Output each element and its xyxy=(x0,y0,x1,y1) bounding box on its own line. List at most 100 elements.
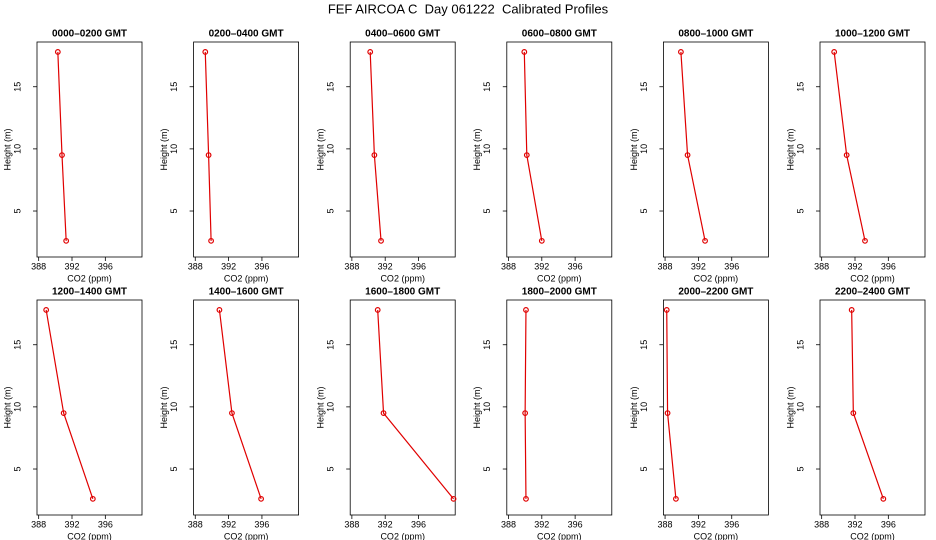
y-tick-label: 15 xyxy=(795,340,805,350)
x-tick-label: 396 xyxy=(881,261,896,271)
profile-point xyxy=(258,495,265,502)
profile-point xyxy=(831,49,838,55)
profile-point xyxy=(59,152,65,158)
x-tick-label: 396 xyxy=(254,261,269,271)
x-tick-label: 392 xyxy=(847,519,862,529)
profile-point xyxy=(850,410,857,416)
x-tick-label: 388 xyxy=(658,519,673,529)
panel-title: 1000–1200 GMT xyxy=(835,29,910,40)
y-tick-label: 5 xyxy=(326,209,336,214)
x-tick-label: 392 xyxy=(534,519,549,529)
y-tick-label: 10 xyxy=(639,144,649,154)
profile-line xyxy=(524,309,527,499)
x-tick-label: 396 xyxy=(724,519,739,529)
y-axis-label: Height (m) xyxy=(2,386,12,428)
profile-point xyxy=(54,49,61,55)
profile-line xyxy=(666,309,677,499)
panel-title: 2000–2200 GMT xyxy=(678,287,753,298)
x-tick-label: 392 xyxy=(64,519,79,529)
panel-title: 0600–0800 GMT xyxy=(522,29,597,40)
profile-point xyxy=(371,152,378,158)
x-tick-label: 392 xyxy=(221,519,236,529)
panel-title: 0800–1000 GMT xyxy=(678,29,753,40)
profile-point xyxy=(664,410,671,416)
panel-title: 0000–0200 GMT xyxy=(52,29,127,40)
y-tick-label: 5 xyxy=(795,467,805,472)
profile-point xyxy=(848,307,855,313)
y-tick-label: 5 xyxy=(169,467,179,472)
panel-title: 0200–0400 GMT xyxy=(209,29,284,40)
y-tick-label: 15 xyxy=(639,340,649,350)
profile-point xyxy=(663,307,670,313)
profile-point xyxy=(538,237,545,244)
x-axis-label: CO2 (ppm) xyxy=(694,531,739,540)
plot-frame xyxy=(349,299,456,516)
y-axis-label: Height (m) xyxy=(159,386,169,428)
y-tick-label: 15 xyxy=(639,82,649,92)
profile-point xyxy=(673,495,679,502)
profile-line xyxy=(833,51,866,241)
x-tick-label: 388 xyxy=(501,261,516,271)
profile-line xyxy=(45,309,94,500)
x-tick-label: 388 xyxy=(501,519,516,529)
plot-frame xyxy=(819,41,926,258)
plot-frame xyxy=(506,41,613,258)
y-tick-label: 15 xyxy=(482,82,492,92)
y-tick-label: 10 xyxy=(326,402,336,412)
profile-line xyxy=(680,51,706,241)
profile-point xyxy=(522,410,529,416)
plot-frame xyxy=(819,299,926,516)
y-axis-label: Height (m) xyxy=(159,128,169,170)
y-axis-label: Height (m) xyxy=(316,128,326,170)
plot-frame xyxy=(36,299,143,516)
x-tick-label: 388 xyxy=(31,261,46,271)
profile-point xyxy=(43,307,50,313)
y-tick-label: 10 xyxy=(795,402,805,412)
profile-point xyxy=(378,237,384,244)
x-axis-label: CO2 (ppm) xyxy=(537,273,582,283)
x-tick-label: 396 xyxy=(411,519,426,529)
profile-point xyxy=(63,237,70,244)
profile-point xyxy=(208,237,215,244)
y-axis-label: Height (m) xyxy=(785,128,795,170)
y-tick-label: 15 xyxy=(169,340,179,350)
y-tick-label: 5 xyxy=(12,467,22,472)
x-axis-label: CO2 (ppm) xyxy=(67,273,112,283)
profile-point xyxy=(60,410,67,416)
plot-frame xyxy=(663,41,769,258)
profile-point xyxy=(684,152,691,158)
y-tick-label: 15 xyxy=(169,82,179,92)
x-tick-label: 396 xyxy=(98,519,113,529)
x-tick-label: 388 xyxy=(188,519,203,529)
profile-point xyxy=(880,495,887,502)
panel-title: 1200–1400 GMT xyxy=(52,287,127,298)
panel-title: 2200–2400 GMT xyxy=(835,287,910,298)
x-tick-label: 392 xyxy=(378,519,393,529)
y-tick-label: 10 xyxy=(326,144,336,154)
x-tick-label: 396 xyxy=(881,519,896,529)
y-tick-label: 10 xyxy=(482,402,492,412)
y-tick-label: 5 xyxy=(482,209,492,214)
x-tick-label: 388 xyxy=(344,519,359,529)
profile-point xyxy=(678,49,684,55)
profile-line xyxy=(523,51,543,241)
x-tick-label: 388 xyxy=(344,261,359,271)
x-tick-label: 388 xyxy=(188,261,203,271)
profile-line xyxy=(204,51,212,241)
profile-point xyxy=(862,237,868,244)
plot-frame xyxy=(193,299,300,516)
x-tick-label: 388 xyxy=(658,261,673,271)
y-tick-label: 5 xyxy=(169,209,179,214)
y-tick-label: 10 xyxy=(795,144,805,154)
profile-point xyxy=(523,495,529,502)
plot-frame xyxy=(349,41,456,258)
plot-frame xyxy=(36,41,143,258)
panel-title: 1400–1600 GMT xyxy=(209,287,284,298)
x-axis-label: CO2 (ppm) xyxy=(694,273,739,283)
x-axis-label: CO2 (ppm) xyxy=(850,273,895,283)
y-tick-label: 10 xyxy=(12,144,22,154)
y-tick-label: 15 xyxy=(795,82,805,92)
profile-point xyxy=(843,152,850,158)
x-axis-label: CO2 (ppm) xyxy=(67,531,112,540)
x-axis-label: CO2 (ppm) xyxy=(224,273,269,283)
